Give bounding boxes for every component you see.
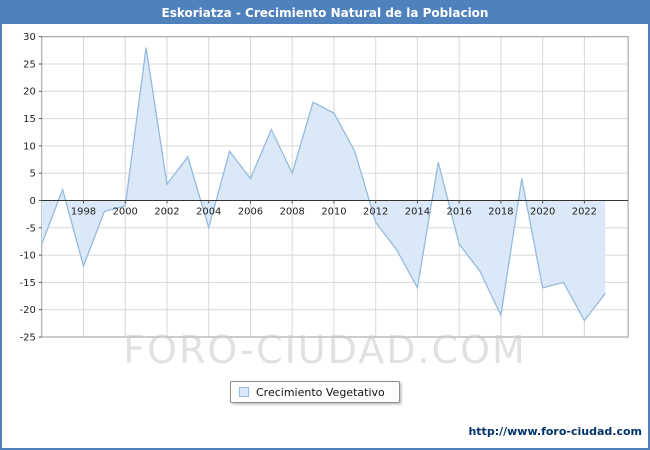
svg-text:2020: 2020 xyxy=(530,206,555,217)
footer-link[interactable]: http://www.foro-ciudad.com xyxy=(468,425,642,438)
chart-title: Eskoriatza - Crecimiento Natural de la P… xyxy=(161,6,489,20)
svg-text:10: 10 xyxy=(23,141,36,152)
svg-text:5: 5 xyxy=(29,169,35,180)
legend-swatch xyxy=(239,387,249,397)
svg-text:-10: -10 xyxy=(20,251,36,262)
svg-text:0: 0 xyxy=(29,196,35,207)
svg-text:-15: -15 xyxy=(20,278,36,289)
legend-box: Crecimiento Vegetativo xyxy=(230,381,400,403)
svg-text:2016: 2016 xyxy=(447,206,472,217)
svg-text:2002: 2002 xyxy=(154,206,179,217)
svg-text:2004: 2004 xyxy=(196,206,221,217)
svg-text:30: 30 xyxy=(23,32,36,43)
svg-text:2008: 2008 xyxy=(280,206,305,217)
svg-text:2022: 2022 xyxy=(572,206,597,217)
chart-title-bar: Eskoriatza - Crecimiento Natural de la P… xyxy=(2,2,648,24)
svg-text:2014: 2014 xyxy=(405,206,430,217)
svg-text:15: 15 xyxy=(23,114,36,125)
legend-label: Crecimiento Vegetativo xyxy=(256,385,385,399)
svg-text:2010: 2010 xyxy=(321,206,346,217)
svg-text:-25: -25 xyxy=(20,332,36,343)
svg-text:20: 20 xyxy=(23,87,36,98)
svg-text:2018: 2018 xyxy=(488,206,513,217)
svg-text:2000: 2000 xyxy=(113,206,138,217)
svg-text:2012: 2012 xyxy=(363,206,388,217)
svg-text:1998: 1998 xyxy=(71,206,96,217)
svg-text:2006: 2006 xyxy=(238,206,263,217)
svg-text:-20: -20 xyxy=(20,305,36,316)
svg-text:25: 25 xyxy=(23,59,36,70)
svg-text:-5: -5 xyxy=(26,223,36,234)
